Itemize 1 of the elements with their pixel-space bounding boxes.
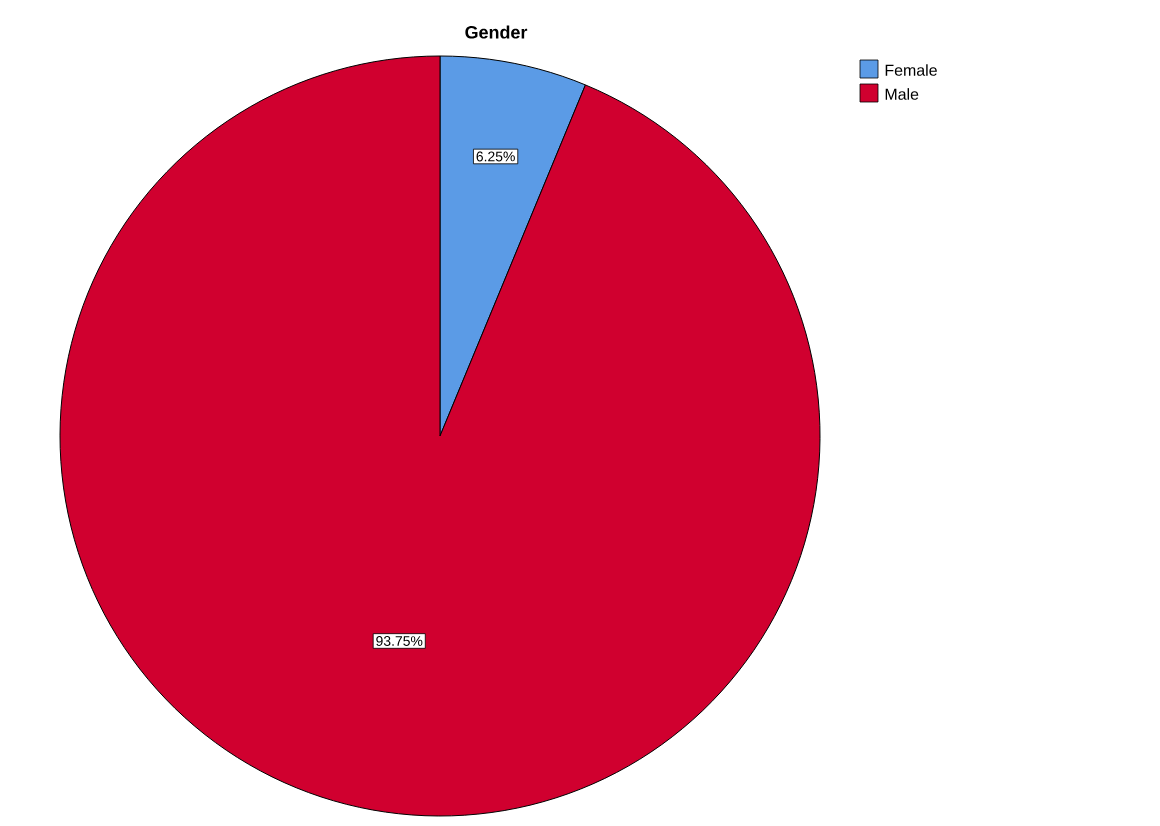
chart-title: Gender [465,25,528,39]
